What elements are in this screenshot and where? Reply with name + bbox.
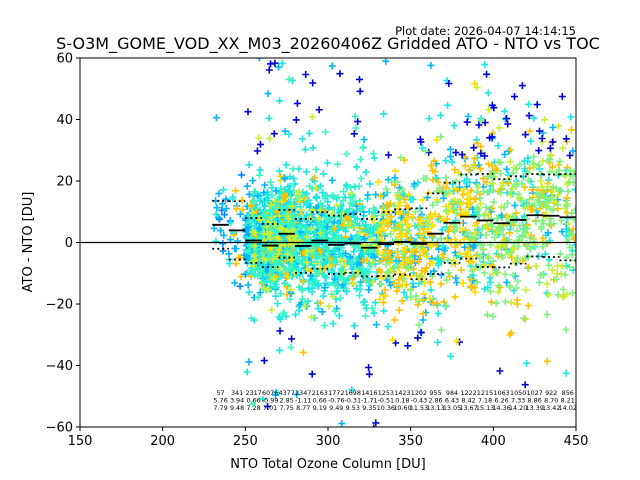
bin-std-label: 14.36: [492, 404, 510, 412]
bin-std-label: 13.42: [542, 404, 560, 412]
bin-mean-label: -0.76: [328, 397, 345, 405]
bin-mean-label: 5.76: [213, 397, 227, 405]
bin-std-label: 9.35: [362, 404, 376, 412]
bin-statistics-lines: [212, 172, 576, 281]
bin-mean-label: 0.66: [246, 397, 260, 405]
bin-counts-label: 1050: [510, 389, 526, 397]
bin-mean-label: 0.18: [395, 397, 409, 405]
bin-std-label: 13.13: [426, 404, 444, 412]
plot-date: Plot date: 2026-04-07 14:14:15: [395, 24, 576, 38]
bin-std-label: 7.79: [213, 404, 227, 412]
bin-mean-label: 7.33: [511, 397, 525, 405]
bin-std-label: 9.19: [313, 404, 327, 412]
bin-mean-label: 7.18: [478, 397, 492, 405]
x-tick-label: 300: [316, 434, 341, 449]
y-tick-label: 0: [65, 236, 73, 251]
x-tick-label: 450: [564, 434, 589, 449]
bin-counts-label: 1698: [345, 389, 361, 397]
scatter-marker-group: [374, 80, 479, 345]
bin-std-label: 14.02: [559, 404, 577, 412]
bin-std-label: 13.67: [459, 404, 477, 412]
bin-std-label: 15.13: [476, 404, 494, 412]
y-tick-label: −40: [46, 359, 73, 374]
bin-std-label: 10.36: [377, 404, 395, 412]
scatter-points: [210, 58, 576, 427]
bin-mean-label: -0.51: [378, 397, 395, 405]
bin-counts-label: 922: [545, 389, 557, 397]
scatter-marker-group: [244, 59, 574, 427]
bin-counts-label: 1027: [527, 389, 543, 397]
bin-counts-label: 1423: [394, 389, 410, 397]
bin-mean-label: -0.31: [345, 397, 362, 405]
bin-mean-label: 8.21: [561, 397, 575, 405]
bin-std-label: 14.20: [509, 404, 527, 412]
bin-std-label: 11.53: [410, 404, 428, 412]
bin-std-label: 9.49: [329, 404, 343, 412]
bin-counts-label: 1772: [328, 389, 344, 397]
bin-mean-label: -0.43: [411, 397, 428, 405]
bin-counts-label: 57: [216, 389, 224, 397]
bin-mean-label: -0.99: [262, 397, 279, 405]
bin-std-label: 8.77: [296, 404, 310, 412]
bin-mean-label: -1.71: [361, 397, 378, 405]
bin-counts-label: 341: [231, 389, 243, 397]
bin-counts-label: 2317: [245, 389, 261, 397]
bin-counts-label: 2347: [295, 389, 311, 397]
y-tick-label: −20: [46, 298, 73, 313]
x-tick-label: 150: [68, 434, 93, 449]
x-axis: 150 200 250 300 350 400 450: [68, 427, 589, 449]
bin-counts-label: 1253: [378, 389, 394, 397]
bin-std-label: 7.28: [246, 404, 260, 412]
bin-mean-label: 2.85: [280, 397, 294, 405]
bin-std-label: 7.01: [263, 404, 277, 412]
bin-counts-label: 1222: [460, 389, 476, 397]
x-tick-label: 400: [481, 434, 506, 449]
x-tick-label: 250: [233, 434, 258, 449]
x-tick-label: 200: [150, 434, 175, 449]
bin-counts-label: 984: [446, 389, 458, 397]
x-tick-label: 350: [398, 434, 423, 449]
bin-std-label: 9.48: [230, 404, 244, 412]
y-tick-label: −60: [46, 421, 73, 436]
y-axis: −60 −40 −20 0 20 40 60: [46, 52, 80, 436]
bin-std-label: 13.05: [443, 404, 461, 412]
bin-std-label: 13.39: [526, 404, 544, 412]
chart-title: S-O3M_GOME_VOD_XX_M03_20260406Z Gridded …: [56, 34, 600, 54]
bin-counts-label: 856: [562, 389, 574, 397]
bin-mean-label: -1.11: [295, 397, 312, 405]
bin-std-label: 10.60: [393, 404, 411, 412]
bin-mean-label: 2.86: [428, 397, 442, 405]
bin-counts-label: 955: [429, 389, 441, 397]
y-tick-label: 40: [56, 113, 73, 128]
bin-std-label: 7.75: [280, 404, 294, 412]
y-axis-label: ATO - NTO [DU]: [21, 192, 36, 293]
y-tick-label: 20: [56, 175, 73, 190]
bin-mean-label: 8.86: [528, 397, 542, 405]
bin-counts-label: 4377: [279, 389, 295, 397]
x-axis-label: NTO Total Ozone Column [DU]: [230, 457, 426, 472]
y-tick-label: 60: [56, 52, 73, 67]
bin-counts-label: 2163: [312, 389, 328, 397]
bin-mean-label: 0.66: [313, 397, 327, 405]
bin-counts-label: 1202: [411, 389, 427, 397]
bin-std-label: 9.53: [346, 404, 360, 412]
bin-mean-label: 6.43: [445, 397, 459, 405]
bin-counts-label: 1416: [361, 389, 377, 397]
bin-statistics-text: 575.767.793413.949.4823170.667.286076-0.…: [213, 389, 576, 412]
plot-area: 575.767.793413.949.4823170.667.286076-0.…: [79, 57, 577, 428]
bin-mean-label: 6.26: [494, 397, 508, 405]
bin-mean-label: 8.70: [544, 397, 558, 405]
bin-counts-label: 1063: [493, 389, 509, 397]
bin-mean-label: 8.42: [461, 397, 475, 405]
bin-mean-label: 3.94: [230, 397, 244, 405]
bin-counts-label: 6076: [262, 389, 278, 397]
bin-counts-label: 1215: [477, 389, 493, 397]
